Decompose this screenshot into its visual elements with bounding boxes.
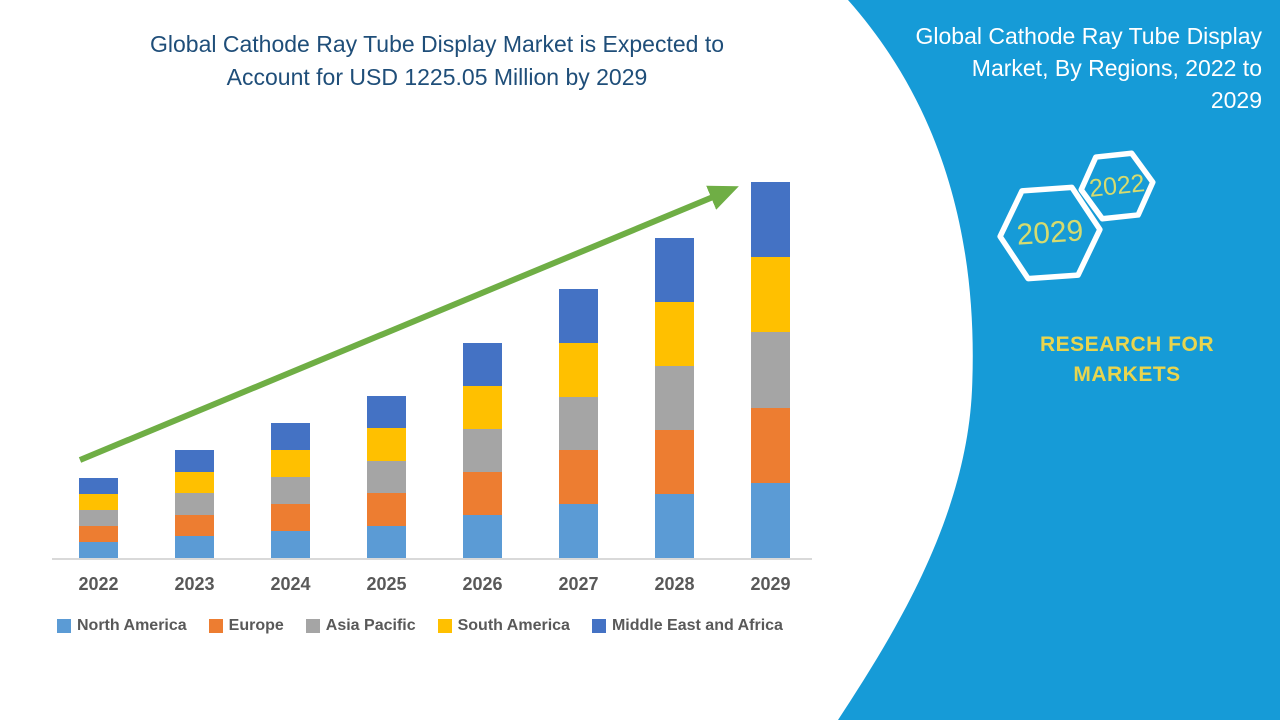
bar-segment-asia-pacific [367,460,406,494]
bar-segment-north-america [271,530,310,558]
bar-segment-south-america [655,301,694,366]
bar-segment-europe [271,503,310,531]
bar-segment-europe [367,493,406,526]
bar-segment-north-america [751,482,790,558]
hexagon-2022: 2022 [1078,150,1156,222]
bar-segment-asia-pacific [655,365,694,430]
sidebar-title: Global Cathode Ray Tube Display Market, … [890,20,1262,116]
legend-swatch-icon [57,619,71,633]
chart-title-line2: Account for USD 1225.05 Million by 2029 [226,64,648,90]
bar-segment-middle-east-and-africa [463,342,502,386]
bar-segment-south-america [559,342,598,397]
bar-segment-asia-pacific [175,493,214,515]
x-axis-line [52,558,812,560]
x-axis-label-2022: 2022 [78,574,119,594]
bar-2025 [367,395,406,558]
bar-segment-middle-east-and-africa [271,422,310,450]
bar-segment-south-america [79,494,118,510]
chart-title-line1: Global Cathode Ray Tube Display Market i… [149,31,724,57]
legend-label: South America [457,617,570,634]
sidebar-title-line3: 2029 [1210,87,1262,113]
legend-item-europe: Europe [208,617,284,635]
bar-segment-middle-east-and-africa [175,449,214,472]
bar-segment-south-america [271,449,310,477]
legend-item-asia-pacific: Asia Pacific [305,617,416,635]
sidebar-title-line1: Global Cathode Ray Tube Display [915,23,1262,49]
bar-segment-north-america [655,493,694,558]
x-axis-label-2023: 2023 [174,574,215,594]
legend-label: Middle East and Africa [611,617,783,634]
bar-segment-europe [751,407,790,483]
bar-segment-asia-pacific [559,396,598,451]
bar-segment-south-america [751,257,790,333]
bar-segment-north-america [367,525,406,558]
x-axis-label-2028: 2028 [654,574,695,594]
x-axis-label-2025: 2025 [366,574,407,594]
bar-segment-north-america [559,504,598,558]
legend-swatch-icon [305,619,320,633]
hexagon-2022-label: 2022 [1088,169,1146,203]
x-axis-label-2024: 2024 [270,574,311,594]
bar-segment-europe [175,514,214,537]
legend-swatch-icon [437,619,452,633]
legend-item-middle-east-and-africa: Middle East and Africa [591,617,783,635]
bar-segment-asia-pacific [751,332,790,408]
legend-item-south-america: South America [437,617,570,635]
bar-segment-europe [655,429,694,494]
bar-segment-asia-pacific [463,428,502,472]
bar-segment-europe [79,525,118,542]
brand-line1: RESEARCH FOR [1039,333,1214,356]
bar-2024 [271,422,310,558]
bar-segment-south-america [367,428,406,461]
bar-segment-south-america [175,471,214,494]
bar-segment-europe [463,471,502,515]
bar-2028 [655,237,694,558]
x-axis-label-2026: 2026 [462,574,503,594]
bar-2026 [463,342,502,558]
legend-item-north-america: North America [57,617,187,635]
bar-segment-middle-east-and-africa [751,182,790,258]
bar-segment-middle-east-and-africa [79,478,118,495]
chart-title: Global Cathode Ray Tube Display Market i… [80,28,794,94]
bar-2023 [175,449,214,558]
bar-segment-middle-east-and-africa [559,288,598,343]
bar-segment-europe [559,450,598,505]
bar-segment-north-america [175,536,214,558]
x-axis-label-2027: 2027 [558,574,599,594]
brand-logo-text: RESEARCH FOR MARKETS [1007,330,1247,390]
legend-label: Asia Pacific [325,617,416,634]
legend-swatch-icon [591,619,606,633]
hexagon-2029: 2029 [997,184,1103,282]
bar-2022 [79,478,118,558]
x-axis-label-2029: 2029 [750,574,791,594]
legend-swatch-icon [208,619,223,633]
bar-segment-middle-east-and-africa [367,395,406,429]
bar-2029 [751,182,790,558]
hexagon-2029-outline [997,184,1103,282]
bar-segment-asia-pacific [79,510,118,526]
bar-segment-middle-east-and-africa [655,237,694,302]
bar-segment-south-america [463,385,502,429]
bar-segment-north-america [79,541,118,558]
brand-line2: MARKETS [1073,363,1181,386]
legend-label: North America [77,617,187,634]
legend: North America Europe Asia Pacific South Ame… [57,617,837,635]
bar-segment-asia-pacific [271,476,310,504]
hexagon-2029-label: 2029 [1016,214,1085,252]
sidebar-title-line2: Market, By Regions, 2022 to [971,55,1262,81]
legend-label: Europe [228,617,284,634]
hexagon-2022-outline [1078,150,1156,222]
bar-segment-north-america [463,514,502,558]
bar-2027 [559,288,598,558]
